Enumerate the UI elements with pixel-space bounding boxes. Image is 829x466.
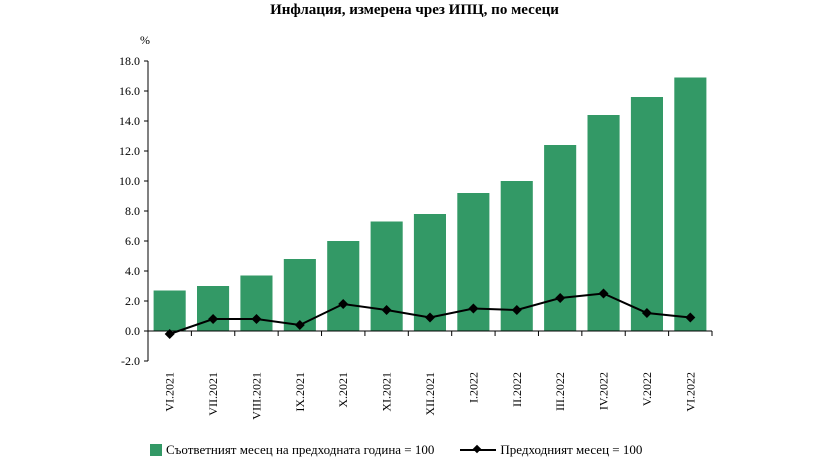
x-tick-label: IX.2021 <box>293 372 307 412</box>
x-tick-label: X.2021 <box>336 372 350 408</box>
line-point-III.2022 <box>555 293 566 303</box>
y-tick-label: 4.0 <box>125 264 140 278</box>
legend: Съответният месец на предходната година … <box>150 442 668 458</box>
y-tick-label: -2.0 <box>121 354 140 368</box>
x-tick-label: VIII.2021 <box>250 372 264 420</box>
x-tick-label: III.2022 <box>553 372 567 411</box>
legend-item-bars: Съответният месец на предходната година … <box>150 442 434 458</box>
line-point-I.2022 <box>468 303 479 314</box>
y-axis-ticks: -2.0 0.0 2.0 4.0 6.0 8.0 10.0 12.0 14.0 16.0 18.0 <box>119 54 148 368</box>
bar-V.2022 <box>630 97 663 331</box>
line-point-IV.2022 <box>598 288 609 299</box>
x-tick-label: XI.2021 <box>380 372 394 412</box>
x-tick-label: VI.2022 <box>683 372 697 412</box>
y-tick-label: 12.0 <box>119 144 140 158</box>
bar-series <box>153 77 707 331</box>
x-tick-label: I.2022 <box>466 372 480 403</box>
y-tick-label: 14.0 <box>119 114 140 128</box>
x-axis-ticks: VI.2021 VII.2021 VIII.2021 IX.2021 X.2021 XI.… <box>147 331 713 420</box>
bar-III.2022 <box>544 145 577 331</box>
x-tick-label: VII.2021 <box>206 372 220 416</box>
bar-X.2021 <box>327 241 360 331</box>
line-point-IX.2021 <box>294 320 305 330</box>
line-point-XI.2021 <box>381 305 392 315</box>
bar-VI.2022 <box>674 77 707 331</box>
y-tick-label: 10.0 <box>119 174 140 188</box>
legend-bar-swatch <box>150 444 162 456</box>
bar-VI.2021 <box>153 290 186 331</box>
line-point-VII.2021 <box>208 314 219 324</box>
line-series <box>164 288 696 339</box>
bar-VII.2021 <box>197 286 230 331</box>
y-tick-label: 16.0 <box>119 84 140 98</box>
legend-line-label: Предходният месец = 100 <box>500 442 643 457</box>
y-tick-label: 0.0 <box>125 324 140 338</box>
y-tick-label: 6.0 <box>125 234 140 248</box>
legend-line-marker <box>460 444 497 456</box>
x-tick-label: VI.2021 <box>163 372 177 412</box>
line-point-II.2022 <box>511 305 522 315</box>
bar-XII.2021 <box>413 214 446 331</box>
x-tick-label: V.2022 <box>640 372 654 406</box>
x-tick-label: II.2022 <box>510 372 524 407</box>
y-tick-label: 18.0 <box>119 54 140 68</box>
x-tick-label: XII.2021 <box>423 372 437 416</box>
y-tick-label: 8.0 <box>125 204 140 218</box>
line-point-XII.2021 <box>425 312 435 323</box>
y-axis-unit-label: % <box>140 33 150 47</box>
line-point-V.2022 <box>641 308 652 318</box>
line-point-X.2021 <box>338 299 349 309</box>
legend-item-line: Предходният месец = 100 <box>460 442 642 458</box>
chart-title: Инфлация, измерена чрез ИПЦ, по месеци <box>270 2 559 18</box>
y-tick-label: 2.0 <box>125 294 140 308</box>
line-point-VIII.2021 <box>251 314 262 324</box>
line-point-VI.2021 <box>164 329 175 339</box>
line-point-VI.2022 <box>685 312 696 323</box>
x-tick-label: IV.2022 <box>597 372 611 410</box>
legend-bar-label: Съответният месец на предходната година … <box>166 442 435 457</box>
